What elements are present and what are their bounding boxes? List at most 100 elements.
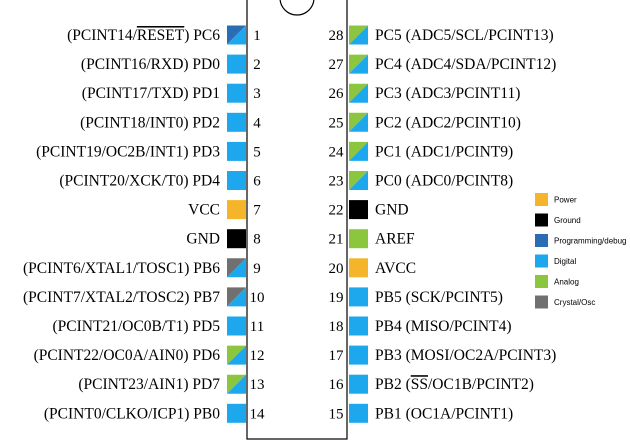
pin-label: (PCINT19/OC2B/INT1) PD3 <box>36 143 220 160</box>
chip-outline <box>246 0 348 440</box>
pin-15: PB1 (OC1A/PCINT1) 15 <box>329 403 513 423</box>
legend-label: Programming/debug <box>554 237 626 246</box>
pin-square <box>349 316 368 336</box>
pin-square <box>227 112 246 132</box>
legend-label: Ground <box>554 216 581 225</box>
pin-label: PB1 (OC1A/PCINT1) <box>375 405 513 422</box>
pin-number: 14 <box>250 406 266 422</box>
pin-square <box>349 374 368 394</box>
pin-28: PC5 (ADC5/SCL/PCINT13) 28 <box>329 25 554 45</box>
pin-square <box>349 229 368 249</box>
legend-label: Crystal/Osc <box>554 298 595 307</box>
pin-number: 18 <box>329 319 344 335</box>
pin-label: PB4 (MISO/PCINT4) <box>375 318 512 335</box>
pin-swatch <box>349 316 368 336</box>
pin-23: PC0 (ADC0/PCINT8) 23 <box>329 171 513 190</box>
legend-item-power: Power <box>535 193 577 206</box>
pin-swatch <box>227 403 246 423</box>
pin-square <box>349 403 368 423</box>
pin-label: (PCINT21/OC0B/T1) PD5 <box>53 318 221 335</box>
pin-square <box>349 171 368 190</box>
pin-label: (PCINT6/XTAL1/TOSC1) PB6 <box>23 260 220 277</box>
pin-number: 20 <box>329 261 344 277</box>
pin-label: PC0 (ADC0/PCINT8) <box>375 173 513 190</box>
pin-12: (PCINT22/OC0A/AIN0) PD6 12 <box>34 345 265 365</box>
pin-swatch-b <box>227 287 246 307</box>
pin-16: PB2 (SS/OC1B/PCINT2) 16 <box>329 374 534 394</box>
pin-24: PC1 (ADC1/PCINT9) 24 <box>329 141 513 161</box>
pin-number: 22 <box>329 203 344 219</box>
pin-label: PC4 (ADC4/SDA/PCINT12) <box>375 56 556 73</box>
pin-number: 25 <box>329 115 344 131</box>
legend-label: Analog <box>554 278 579 287</box>
pin-number: 10 <box>250 290 265 306</box>
pin-square <box>227 200 246 220</box>
legend-swatch <box>535 275 548 288</box>
pin-number: 1 <box>253 28 261 44</box>
pin-label: PC5 (ADC5/SCL/PCINT13) <box>375 27 554 44</box>
pin-7: VCC 7 <box>188 200 261 220</box>
pin-label: PC3 (ADC3/PCINT11) <box>375 85 520 102</box>
pin-1: (PCINT14/RESET) PC6 1 <box>67 25 261 45</box>
legend-item-ground: Ground <box>535 213 581 227</box>
pin-swatch <box>227 229 246 249</box>
pin-17: PB3 (MOSI/OC2A/PCINT3) 17 <box>329 345 556 365</box>
pin-number: 5 <box>253 144 261 160</box>
pin-label: PB5 (SCK/PCINT5) <box>375 289 503 306</box>
pin-14: (PCINT0/CLKO/ICP1) PB0 14 <box>44 403 266 423</box>
pin-swatch-b <box>349 141 368 161</box>
pin-square <box>227 258 246 278</box>
pin-swatch <box>227 171 246 190</box>
pin-square <box>227 141 246 161</box>
pin-swatch-b <box>349 83 368 103</box>
pin-number: 21 <box>329 232 344 248</box>
pin-number: 16 <box>329 377 345 393</box>
pin-swatch <box>227 200 246 220</box>
pin-number: 9 <box>253 261 261 277</box>
pin-square <box>349 258 368 278</box>
pin-swatch-b <box>227 258 246 278</box>
pin-label: (PCINT7/XTAL2/TOSC2) PB7 <box>23 289 220 306</box>
pin-6: (PCINT20/XCK/T0) PD4 6 <box>59 171 261 190</box>
pin-swatch <box>349 229 368 249</box>
pin-label: (PCINT18/INT0) PD2 <box>80 114 220 131</box>
pin-swatch <box>349 403 368 423</box>
pin-square <box>349 54 368 74</box>
pin-square <box>227 229 246 249</box>
pin-number: 27 <box>329 57 345 73</box>
pin-number: 23 <box>329 174 344 190</box>
pin-square <box>227 374 246 394</box>
pin-number: 13 <box>250 377 265 393</box>
pin-26: PC3 (ADC3/PCINT11) 26 <box>329 83 520 103</box>
pin-label: VCC <box>188 202 220 219</box>
pin-10: (PCINT7/XTAL2/TOSC2) PB7 10 <box>23 287 265 307</box>
pin-square <box>349 345 368 365</box>
pin-number: 19 <box>329 290 344 306</box>
pin-number: 15 <box>329 406 344 422</box>
pin-square <box>349 141 368 161</box>
pin-swatch <box>227 83 246 103</box>
pin-label: PC2 (ADC2/PCINT10) <box>375 114 521 131</box>
pin-label: GND <box>375 202 409 219</box>
pin-label: AVCC <box>375 260 416 277</box>
pin-swatch-b <box>349 112 368 132</box>
pin-number: 2 <box>253 57 261 73</box>
pin-label: (PCINT17/TXD) PD1 <box>82 85 220 102</box>
pin-label: GND <box>186 231 220 248</box>
pin-20: AVCC 20 <box>329 258 416 278</box>
pin-swatch <box>349 345 368 365</box>
pin-swatch-b <box>227 25 246 45</box>
legend-item-digital: Digital <box>535 254 576 268</box>
pin-number: 11 <box>250 319 264 335</box>
pin-label: PB2 (SS/OC1B/PCINT2) <box>375 376 534 393</box>
pin-label: (PCINT16/RXD) PD0 <box>81 56 220 73</box>
chip-body <box>246 0 348 440</box>
pin-5: (PCINT19/OC2B/INT1) PD3 5 <box>36 141 261 161</box>
legend-swatch <box>535 193 548 206</box>
pin-4: (PCINT18/INT0) PD2 4 <box>80 112 261 132</box>
pin-11: (PCINT21/OC0B/T1) PD5 11 <box>53 316 264 336</box>
pin-27: PC4 (ADC4/SDA/PCINT12) 27 <box>329 54 556 74</box>
pin-swatch <box>349 258 368 278</box>
pin-square <box>227 83 246 103</box>
